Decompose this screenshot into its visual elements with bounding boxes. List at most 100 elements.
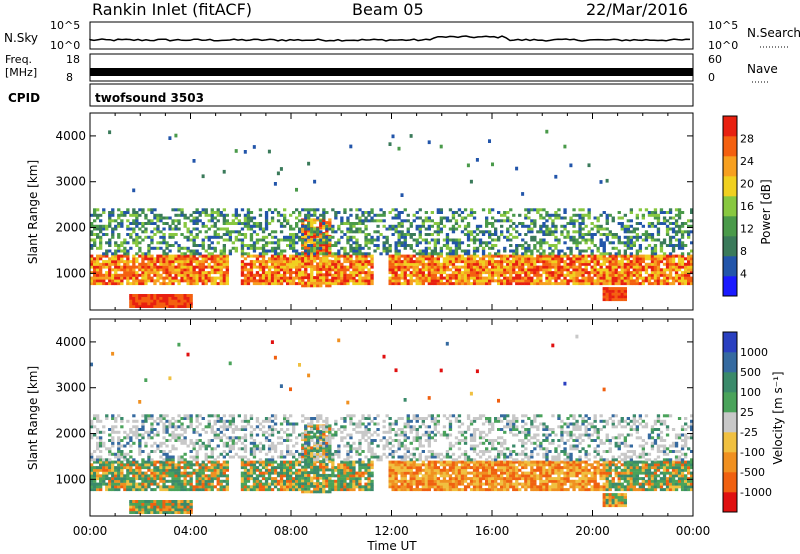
power-cell — [617, 235, 621, 239]
power-cell — [427, 257, 432, 261]
power-cell — [162, 238, 166, 242]
power-cell — [252, 216, 257, 220]
velocity-cell — [258, 474, 263, 478]
power-cell — [515, 166, 519, 171]
power-cell — [563, 252, 567, 256]
power-cell — [391, 265, 395, 269]
velocity-cell — [174, 477, 178, 481]
power-cell — [279, 282, 284, 286]
power-cell — [319, 262, 323, 266]
power-cell — [572, 260, 576, 264]
power-cell — [445, 273, 450, 277]
power-cell — [656, 260, 661, 264]
power-cell — [129, 305, 133, 308]
power-cell — [415, 271, 419, 275]
power-cell — [593, 271, 597, 275]
velocity-cell — [255, 468, 260, 472]
power-cell — [322, 213, 326, 217]
velocity-cell — [243, 455, 248, 459]
power-cell — [364, 262, 368, 266]
velocity-cell — [219, 430, 223, 434]
power-cell — [225, 279, 230, 283]
power-cell — [349, 254, 353, 258]
power-cell — [491, 254, 495, 258]
power-cell — [448, 282, 453, 286]
power-cell — [355, 227, 359, 231]
power-cell — [298, 254, 302, 258]
power-cell — [276, 246, 281, 250]
velocity-cell — [252, 477, 257, 481]
power-cell — [135, 273, 139, 277]
power-cell — [198, 276, 202, 280]
power-cell — [554, 260, 558, 264]
power-cell — [168, 260, 172, 264]
velocity-cell — [198, 447, 202, 451]
power-cell — [189, 305, 193, 308]
power-cell — [611, 282, 615, 286]
power-cell — [460, 265, 465, 269]
power-cell — [572, 238, 576, 242]
power-cell — [162, 262, 166, 266]
power-cell — [572, 268, 576, 272]
power-cell — [575, 271, 579, 275]
power-cell — [644, 276, 649, 280]
power-cell — [545, 268, 549, 272]
power-cell — [192, 235, 196, 239]
velocity-cell — [258, 460, 263, 464]
power-cell — [439, 246, 444, 250]
velocity-cell — [138, 441, 142, 445]
power-cell — [578, 208, 582, 212]
velocity-cell — [180, 458, 184, 462]
power-cell — [276, 257, 281, 261]
power-cell — [623, 268, 628, 272]
power-cell — [403, 241, 407, 245]
power-cell — [572, 282, 576, 286]
power-cell — [656, 273, 661, 277]
power-cell — [322, 241, 326, 245]
velocity-cell — [186, 466, 190, 470]
power-cell — [629, 238, 634, 242]
power-cell — [99, 282, 103, 286]
power-cell — [674, 279, 679, 283]
power-cell — [569, 273, 573, 277]
power-cell — [322, 226, 326, 230]
power-cell — [210, 282, 214, 286]
power-cell — [249, 276, 254, 280]
power-cell — [249, 271, 254, 275]
power-cell — [301, 262, 305, 266]
power-cell — [593, 224, 597, 228]
power-cell — [620, 262, 624, 266]
power-cell — [144, 282, 148, 286]
power-cell — [349, 144, 353, 149]
velocity-cell — [96, 485, 100, 489]
power-cell — [355, 213, 359, 217]
power-cell — [460, 219, 465, 223]
power-cell — [403, 260, 407, 264]
power-cell — [258, 213, 263, 217]
power-cell — [451, 271, 456, 275]
velocity-cell — [186, 474, 190, 478]
power-cell — [174, 276, 178, 280]
power-cell — [195, 216, 199, 220]
power-cell — [524, 249, 528, 253]
velocity-cell — [174, 485, 178, 489]
power-cell — [641, 216, 646, 220]
velocity-cell — [234, 436, 239, 440]
power-cell — [343, 276, 347, 280]
power-cell — [261, 265, 266, 269]
velocity-cell — [135, 505, 139, 509]
power-cell — [346, 273, 350, 277]
power-cell — [617, 252, 621, 256]
power-cell — [485, 282, 489, 286]
power-cell — [138, 279, 142, 283]
power-cell — [195, 252, 199, 256]
power-cell — [436, 268, 441, 272]
power-cell — [548, 265, 552, 269]
power-cell — [102, 252, 106, 256]
power-cell — [186, 235, 190, 239]
power-cell — [162, 235, 166, 239]
power-cell — [337, 257, 341, 261]
power-cell — [581, 235, 585, 239]
power-cell — [108, 262, 112, 266]
velocity-cell — [273, 417, 278, 420]
